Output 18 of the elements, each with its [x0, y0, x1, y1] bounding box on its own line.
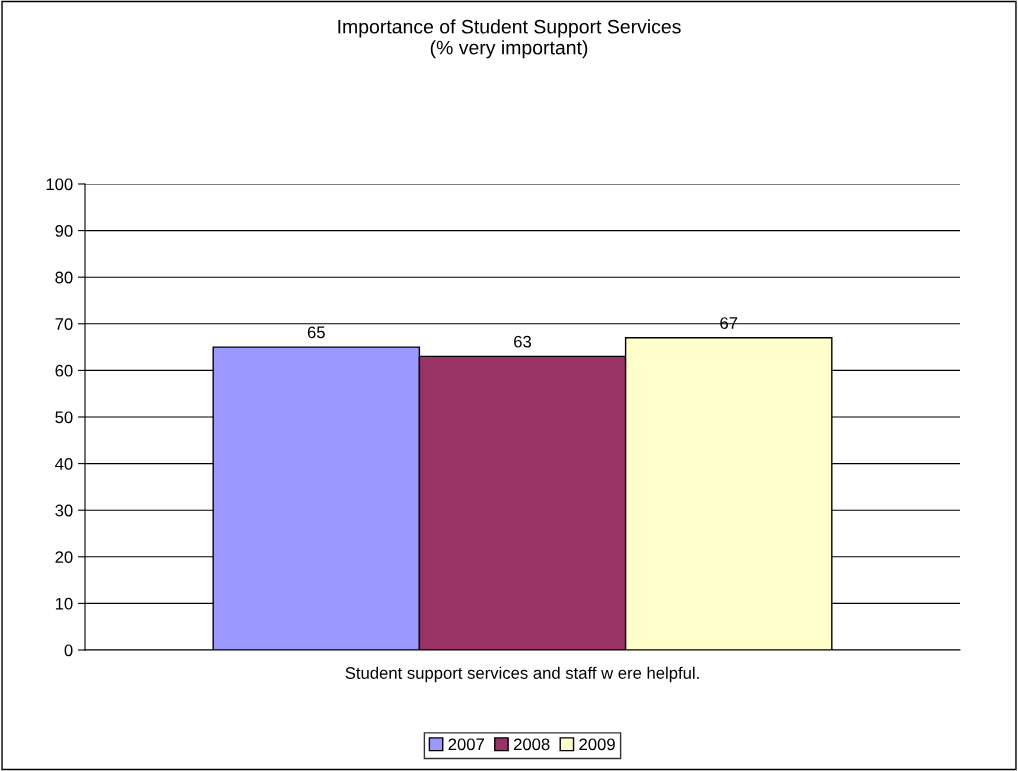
y-tick-label: 10 — [55, 597, 73, 610]
y-tick-label: 60 — [55, 364, 73, 377]
legend-label: 2008 — [513, 738, 550, 751]
legend-label: 2007 — [448, 738, 484, 751]
chart-title: Importance of Student Support Services (% very important) — [338, 19, 681, 59]
y-tick-label: 0 — [64, 644, 73, 657]
y-tick-label: 40 — [55, 458, 73, 470]
data-label: 63 — [514, 335, 532, 348]
x-tick-label: Student support services and staff w ere helpful. — [345, 666, 699, 683]
y-tick-label: 90 — [55, 225, 73, 237]
y-tick-label: 70 — [55, 318, 73, 330]
data-label: 65 — [307, 326, 325, 339]
y-tick-label: 80 — [55, 271, 73, 284]
y-tick-label: 30 — [55, 504, 73, 517]
legend-label: 2009 — [579, 738, 615, 751]
y-tick-label: 20 — [55, 551, 73, 563]
y-tick-label: 50 — [55, 411, 73, 424]
y-tick-label: 100 — [46, 178, 73, 191]
